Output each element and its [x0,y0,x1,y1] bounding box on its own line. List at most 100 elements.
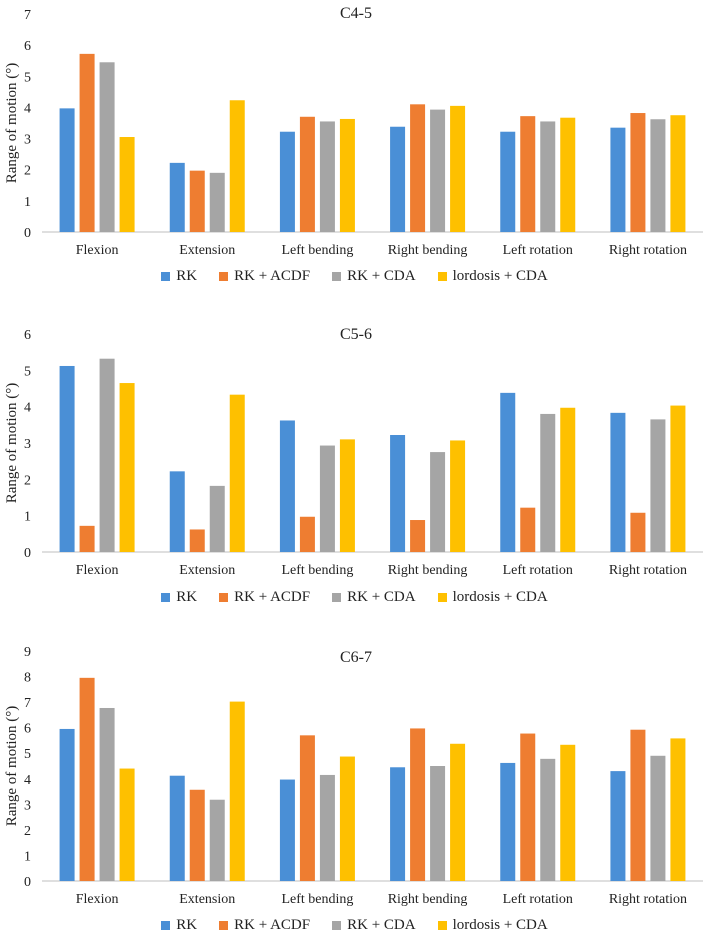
y-tick-label: 0 [24,875,31,890]
y-tick-label: 2 [24,164,31,179]
x-tick-label: Right bending [388,892,468,907]
bar-lordosis-cda [229,100,245,232]
y-tick-label: 2 [24,824,31,839]
bar-rk [500,392,516,552]
bar-rk-acdf [189,789,205,881]
chart-title: C5-6 [340,326,372,343]
legend-label: RK + CDA [347,917,416,933]
y-tick-label: 1 [24,510,31,525]
bar-rk-cda [650,419,666,552]
y-tick-label: 6 [24,39,31,54]
bar-lordosis-cda [339,118,355,232]
bar-rk-acdf [410,728,426,881]
legend-item: lordosis + CDA [437,589,548,606]
legend-item: RK + ACDF [219,268,310,285]
x-tick-label: Extension [179,892,235,907]
bar-rk-cda [430,109,446,232]
bar-rk-cda [99,707,115,881]
bar-rk [390,767,406,881]
legend-item: RK + CDA [332,917,416,934]
bar-rk-acdf [520,116,536,232]
legend-swatch [332,272,342,281]
y-tick-label: 1 [24,849,31,864]
bar-rk-cda [319,445,335,552]
bar-rk-acdf [630,512,646,552]
legend-label: lordosis + CDA [452,917,548,933]
bar-rk [169,162,185,232]
x-tick-label: Extension [179,563,235,578]
bar-lordosis-cda [450,440,466,552]
bar-rk [610,127,626,232]
legend-label: RK [176,917,198,933]
legend-label: RK + CDA [347,268,416,284]
bar-rk-cda [319,774,335,881]
bar-rk-cda [540,413,556,552]
bar-rk-acdf [630,113,646,232]
legend-label: lordosis + CDA [452,589,548,605]
y-tick-label: 3 [24,437,31,452]
legend-swatch [332,593,342,602]
y-tick-label: 0 [24,546,31,561]
bar-lordosis-cda [229,394,245,552]
legend-item: RK + ACDF [219,589,310,606]
x-tick-label: Right bending [388,243,468,258]
legend-label: RK [176,268,198,284]
bar-rk [169,471,185,552]
bar-rk-cda [430,452,446,552]
legend-c6-7: RK RK + ACDF RK + CDA lordosis + CDA [0,917,709,934]
bar-rk [390,435,406,552]
legend-swatch [332,921,342,930]
bar-rk-acdf [630,729,646,881]
x-tick-label: Flexion [76,563,119,578]
bar-rk-cda [209,172,225,232]
y-tick-label: 5 [24,364,31,379]
bar-rk-cda [540,758,556,881]
y-tick-label: 5 [24,747,31,762]
y-tick-label: 7 [24,696,31,711]
bar-rk-acdf [299,516,315,552]
bar-rk [500,762,516,881]
legend-swatch [219,593,229,602]
y-axis-label: Range of motion (°) [4,383,20,504]
bar-rk-cda [319,121,335,232]
bar-rk-acdf [79,53,95,233]
y-tick-label: 4 [24,773,31,788]
bar-rk-cda [99,358,115,552]
legend-label: RK + ACDF [234,917,311,933]
bar-rk [500,131,516,232]
bar-lordosis-cda [670,738,686,881]
bar-rk [169,775,185,881]
legend-label: RK [176,589,198,605]
bar-lordosis-cda [670,115,686,232]
bar-lordosis-cda [560,744,576,881]
y-tick-label: 4 [24,401,31,416]
bar-lordosis-cda [119,383,135,552]
legend-item: RK + CDA [332,589,416,606]
legend-swatch [219,921,229,930]
y-axis-label: Range of motion (°) [4,63,20,184]
legend-label: RK + ACDF [234,268,311,284]
bar-rk-acdf [410,520,426,552]
y-tick-label: 6 [24,328,31,343]
x-tick-label: Left rotation [503,563,573,578]
y-tick-label: 1 [24,195,31,210]
legend-c4-5: RK RK + ACDF RK + CDA lordosis + CDA [0,268,709,285]
legend-item: RK + ACDF [219,917,310,934]
y-tick-label: 5 [24,70,31,85]
bar-rk [610,771,626,881]
bar-rk [279,420,295,552]
x-tick-label: Left rotation [503,892,573,907]
y-tick-label: 2 [24,473,31,488]
bar-lordosis-cda [560,407,576,552]
legend-item: RK + CDA [332,268,416,285]
legend-item: RK [161,589,197,606]
legend-item: lordosis + CDA [437,917,548,934]
x-tick-label: Right rotation [609,243,687,258]
y-tick-label: 7 [24,8,31,23]
bar-rk [610,412,626,552]
bar-rk [390,126,406,232]
bar-lordosis-cda [119,768,135,881]
x-tick-label: Extension [179,243,235,258]
x-tick-label: Flexion [76,892,119,907]
